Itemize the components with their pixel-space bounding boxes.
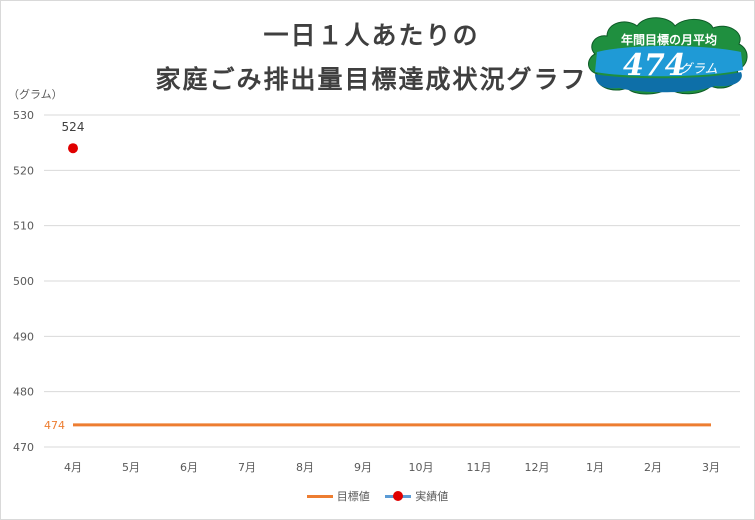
legend-item-target[interactable]: 目標値 — [306, 488, 370, 504]
y-axis-unit-label: （グラム） — [8, 88, 63, 101]
legend-label-actual: 実績値 — [415, 490, 449, 503]
badge-unit: グラム — [679, 62, 718, 77]
legend-item-actual[interactable]: 実績値 — [385, 488, 448, 504]
legend-swatch-actual — [385, 491, 412, 501]
monthly-target-badge: 年間目標の月平均 474 グラム — [585, 14, 751, 96]
legend-label-target: 目標値 — [336, 490, 370, 503]
legend: 目標値 実績値 — [0, 488, 755, 504]
legend-target-line — [306, 495, 333, 498]
legend-actual-dot — [393, 491, 404, 501]
cloud-badge-shape — [588, 17, 748, 95]
chart-title-line-2: 家庭ごみ排出量目標達成状況グラフ — [155, 65, 588, 94]
chart-title-line-1: 一日１人あたりの — [263, 21, 480, 50]
legend-swatch-target — [306, 491, 333, 501]
badge-title: 年間目標の月平均 — [620, 33, 717, 47]
badge-value: 474 — [623, 48, 686, 83]
